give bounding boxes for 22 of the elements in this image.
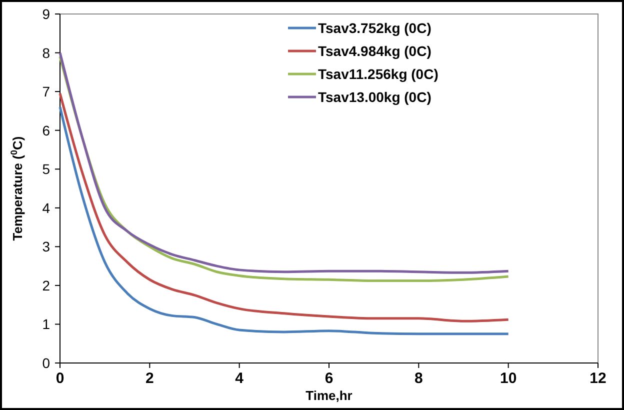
x-tick-label: 0 [56,370,64,387]
x-tick-label: 6 [324,370,334,387]
y-tick-label: 4 [42,200,50,216]
y-tick-label: 0 [42,355,50,371]
legend-label: Tsav3.752kg (0C) [318,20,432,36]
x-tick-label: 10 [500,370,517,387]
legend-label: Tsav4.984kg (0C) [318,43,432,59]
y-tick-label: 2 [42,277,50,294]
y-tick-label: 8 [42,44,50,61]
y-tick-label: 9 [42,6,50,22]
x-tick-label: 8 [414,370,423,387]
x-axis-title: Time,hr [306,388,352,403]
y-tick-label: 7 [42,84,50,100]
y-tick-label: 6 [42,122,50,138]
y-tick-label: 3 [42,238,50,255]
y-tick-label: 1 [42,316,50,332]
x-tick-label: 12 [590,370,606,387]
x-tick-label: 2 [145,370,154,387]
legend-label: Tsav13.00kg (0C) [318,89,432,105]
y-tick-label: 5 [42,161,50,178]
x-tick-label: 4 [235,370,244,387]
legend-label: Tsav11.256kg (0C) [318,66,438,82]
